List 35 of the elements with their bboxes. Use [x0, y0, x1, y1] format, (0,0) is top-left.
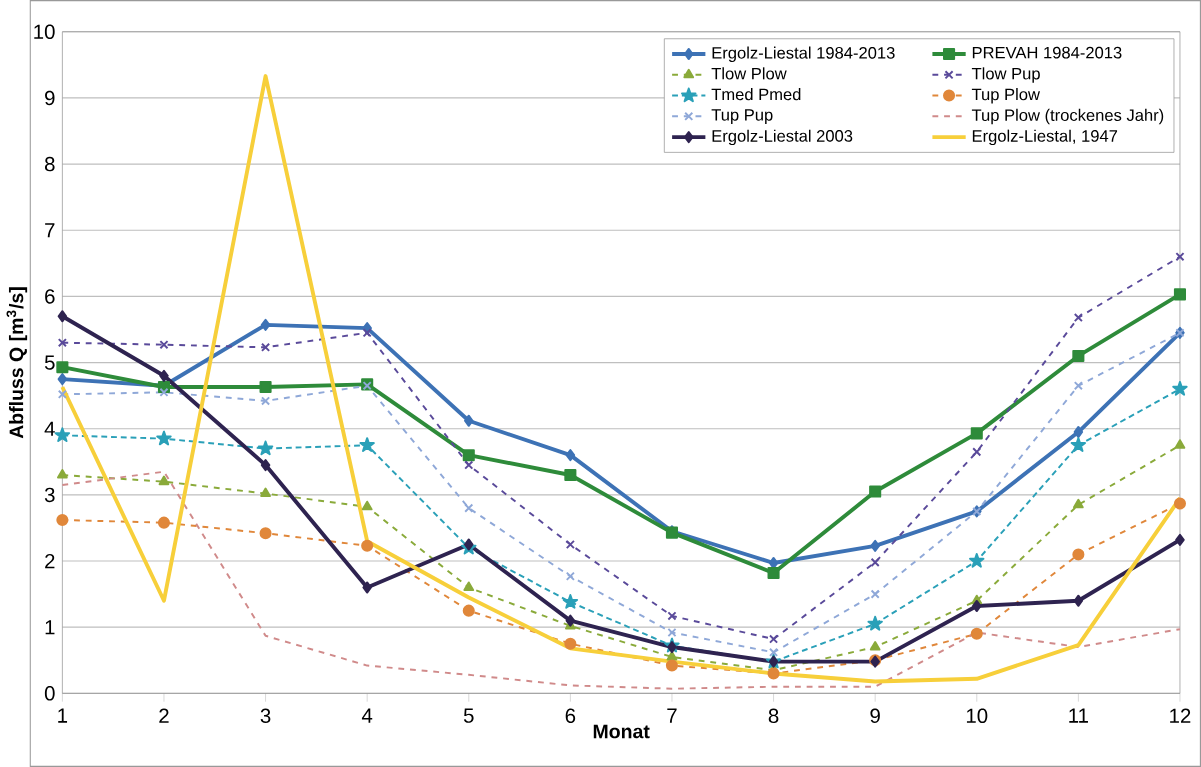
x-tick-label: 10	[966, 708, 988, 724]
legend-label: Ergolz-Liestal 2003	[712, 129, 853, 146]
legend-label: PREVAH 1984-2013	[972, 46, 1122, 59]
x-tick-label: 8	[768, 708, 779, 724]
x-tick-label: 7	[667, 708, 677, 723]
x-tick-label: 4	[361, 708, 373, 723]
y-tick-label: 8	[44, 156, 55, 172]
x-tick-label: 2	[159, 708, 169, 723]
x-axis-title: Monat	[593, 724, 650, 739]
y-tick-label: 3	[44, 487, 55, 503]
x-tick-label: 3	[260, 708, 271, 724]
legend-label: Ergolz-Liestal 1984-2013	[712, 46, 895, 62]
legend-label: Tup Plow (trockenes Jahr)	[971, 108, 1164, 125]
legend-label: Tup Pup	[711, 109, 773, 124]
x-tick-label: 6	[565, 708, 576, 724]
x-tick-label: 5	[463, 708, 474, 723]
y-tick-label: 10	[34, 24, 55, 40]
y-tick-label: 6	[45, 289, 55, 304]
y-axis-title: Abfluss Q [m$^{3}$/s]	[6, 287, 28, 439]
y-tick-label: 5	[44, 355, 55, 370]
x-tick-label: 1	[58, 708, 68, 723]
legend-label: Tlow Plow	[711, 67, 787, 80]
x-tick-label: 11	[1069, 708, 1088, 723]
y-tick-label: 7	[45, 223, 55, 238]
y-tick-label: 0	[44, 686, 55, 701]
legend-label: Tmed Pmed	[711, 88, 801, 101]
legend-label: Tlow Pup	[971, 67, 1040, 83]
y-tick-label: 2	[45, 553, 55, 569]
x-tick-label: 12	[1170, 708, 1191, 723]
legend-label: Ergolz-Liestal, 1947	[972, 129, 1118, 146]
y-tick-label: 4	[44, 421, 55, 436]
legend-label: Tup Plow	[971, 88, 1040, 104]
y-tick-label: 1	[45, 620, 55, 635]
x-tick-label: 9	[870, 708, 880, 724]
y-tick-label: 9	[45, 90, 55, 106]
